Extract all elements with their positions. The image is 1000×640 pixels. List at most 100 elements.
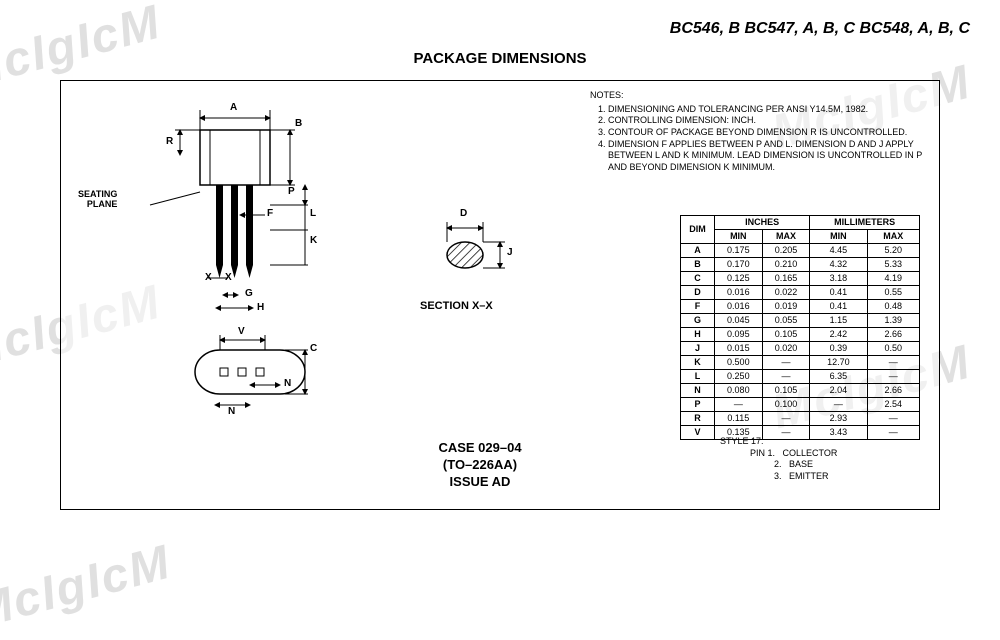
notes-heading: NOTES: <box>590 90 930 102</box>
table-cell: 6.35 <box>810 370 867 384</box>
table-row: P—0.100—2.54 <box>681 398 920 412</box>
pin3: 3. EMITTER <box>720 471 920 483</box>
table-cell: 0.500 <box>715 356 763 370</box>
case-line2: (TO–226AA) <box>400 457 560 474</box>
table-cell: 0.210 <box>762 258 810 272</box>
table-cell: N <box>681 384 715 398</box>
table-row: D0.0160.0220.410.55 <box>681 286 920 300</box>
table-cell: — <box>762 412 810 426</box>
table-cell: 0.175 <box>715 244 763 258</box>
table-cell: 0.41 <box>810 300 867 314</box>
table-cell: 0.170 <box>715 258 763 272</box>
dim-label-n1: N <box>284 378 291 389</box>
table-cell: F <box>681 300 715 314</box>
table-row: B0.1700.2104.325.33 <box>681 258 920 272</box>
dim-label-n2: N <box>228 406 235 417</box>
table-row: L0.250—6.35— <box>681 370 920 384</box>
table-cell: 0.019 <box>762 300 810 314</box>
notes: NOTES: DIMENSIONING AND TOLERANCING PER … <box>590 90 930 174</box>
table-cell: 2.42 <box>810 328 867 342</box>
table-row: N0.0800.1052.042.66 <box>681 384 920 398</box>
table-cell: 0.50 <box>867 342 919 356</box>
table-cell: 0.39 <box>810 342 867 356</box>
table-row: G0.0450.0551.151.39 <box>681 314 920 328</box>
table-cell: K <box>681 356 715 370</box>
table-cell: 2.54 <box>867 398 919 412</box>
part-numbers: BC546, B BC547, A, B, C BC548, A, B, C <box>670 20 970 38</box>
note-item: CONTROLLING DIMENSION: INCH. <box>608 115 930 127</box>
table-row: C0.1250.1653.184.19 <box>681 272 920 286</box>
table-cell: L <box>681 370 715 384</box>
table-cell: — <box>867 412 919 426</box>
table-cell: 2.66 <box>867 328 919 342</box>
table-cell: A <box>681 244 715 258</box>
table-cell: 0.045 <box>715 314 763 328</box>
watermark: McIgIcM <box>0 535 177 640</box>
table-cell: 0.250 <box>715 370 763 384</box>
table-cell: 0.095 <box>715 328 763 342</box>
case-line1: CASE 029–04 <box>400 440 560 457</box>
table-cell: 0.55 <box>867 286 919 300</box>
dim-label-x1: X <box>205 272 212 283</box>
section-xx-label: SECTION X–X <box>420 300 493 312</box>
dim-label-k: K <box>310 235 317 246</box>
table-cell: 2.04 <box>810 384 867 398</box>
table-cell: 0.016 <box>715 300 763 314</box>
table-cell: 0.48 <box>867 300 919 314</box>
pin2: 2. BASE <box>720 459 920 471</box>
table-cell: — <box>715 398 763 412</box>
dim-label-x2: X <box>225 272 232 283</box>
table-cell: 4.45 <box>810 244 867 258</box>
note-item: DIMENSIONING AND TOLERANCING PER ANSI Y1… <box>608 104 930 116</box>
dim-label-p: P <box>288 186 295 197</box>
table-cell: 0.015 <box>715 342 763 356</box>
table-cell: 0.022 <box>762 286 810 300</box>
table-head-max: MAX <box>867 230 919 244</box>
case-line3: ISSUE AD <box>400 474 560 491</box>
table-cell: G <box>681 314 715 328</box>
table-cell: 0.205 <box>762 244 810 258</box>
table-head-inches: INCHES <box>715 216 810 230</box>
table-cell: D <box>681 286 715 300</box>
table-cell: 0.105 <box>762 328 810 342</box>
dim-label-a: A <box>230 102 237 113</box>
table-row: J0.0150.0200.390.50 <box>681 342 920 356</box>
table-cell: 0.115 <box>715 412 763 426</box>
table-head-mm: MILLIMETERS <box>810 216 920 230</box>
table-row: A0.1750.2054.455.20 <box>681 244 920 258</box>
dim-label-v: V <box>238 326 245 337</box>
table-row: K0.500—12.70— <box>681 356 920 370</box>
style-heading: STYLE 17: <box>720 436 920 448</box>
package-drawing: A B R P L F K X X G H V C N N <box>90 100 410 400</box>
table-cell: 3.18 <box>810 272 867 286</box>
table-row: F0.0160.0190.410.48 <box>681 300 920 314</box>
page-title: PACKAGE DIMENSIONS <box>413 50 586 67</box>
table-cell: 4.32 <box>810 258 867 272</box>
table-cell: 0.055 <box>762 314 810 328</box>
dim-label-r: R <box>166 136 173 147</box>
table-cell: P <box>681 398 715 412</box>
table-cell: 2.66 <box>867 384 919 398</box>
table-cell: 4.19 <box>867 272 919 286</box>
dim-label-g: G <box>245 288 253 299</box>
table-head-dim: DIM <box>681 216 715 244</box>
table-cell: 2.93 <box>810 412 867 426</box>
table-cell: C <box>681 272 715 286</box>
style-pinout: STYLE 17: PIN 1. COLLECTOR 2. BASE 3. EM… <box>720 436 920 483</box>
dim-label-d: D <box>460 208 467 219</box>
table-cell: 1.39 <box>867 314 919 328</box>
dim-label-l: L <box>310 208 316 219</box>
table-cell: H <box>681 328 715 342</box>
table-head-max: MAX <box>762 230 810 244</box>
table-cell: 0.016 <box>715 286 763 300</box>
table-cell: 12.70 <box>810 356 867 370</box>
dim-label-h: H <box>257 302 264 313</box>
pin1: PIN 1. COLLECTOR <box>720 448 920 460</box>
table-cell: — <box>762 370 810 384</box>
table-cell: 5.33 <box>867 258 919 272</box>
dimension-table: DIM INCHES MILLIMETERS MIN MAX MIN MAX A… <box>680 215 920 440</box>
dim-label-j: J <box>507 247 513 258</box>
case-label: CASE 029–04 (TO–226AA) ISSUE AD <box>400 440 560 491</box>
note-item: CONTOUR OF PACKAGE BEYOND DIMENSION R IS… <box>608 127 930 139</box>
table-cell: 1.15 <box>810 314 867 328</box>
